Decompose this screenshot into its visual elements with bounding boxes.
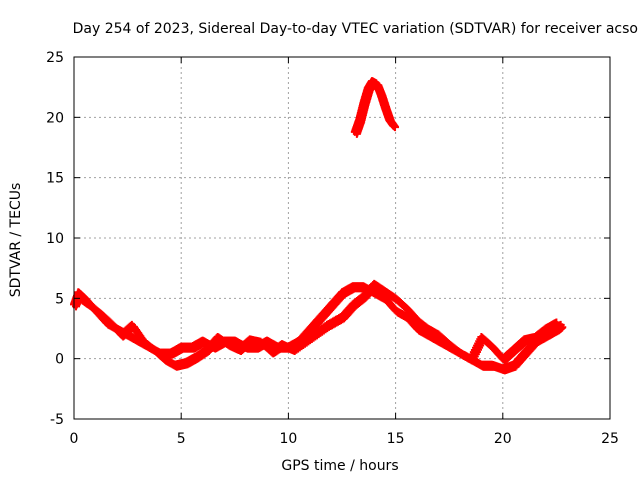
y-tick-label: 0 (55, 352, 64, 368)
y-tick-label: 10 (46, 231, 64, 247)
data-point (391, 123, 400, 132)
x-axis-label: GPS time / hours (281, 458, 398, 474)
y-tick-label: 20 (46, 110, 64, 126)
y-tick-label: 25 (46, 50, 64, 66)
y-tick-label: -5 (50, 412, 64, 428)
data-point (389, 121, 398, 130)
chart-title: Day 254 of 2023, Sidereal Day-to-day VTE… (73, 21, 638, 37)
axis-ticks: 0 5 10 15 20 25 -5 0 5 10 15 20 25 (46, 50, 619, 447)
x-tick-label: 20 (494, 431, 512, 447)
y-axis-label: SDTVAR / TECUs (8, 183, 24, 298)
x-tick-label: 25 (601, 431, 619, 447)
x-tick-label: 0 (70, 431, 79, 447)
y-tick-label: 15 (46, 171, 64, 187)
y-tick-label: 5 (55, 291, 64, 307)
data-points (70, 77, 567, 375)
series-peak (350, 77, 400, 138)
x-tick-label: 5 (177, 431, 186, 447)
data-point (552, 318, 561, 327)
x-tick-label: 10 (279, 431, 297, 447)
x-tick-label: 15 (387, 431, 405, 447)
series-track-b (76, 279, 562, 371)
